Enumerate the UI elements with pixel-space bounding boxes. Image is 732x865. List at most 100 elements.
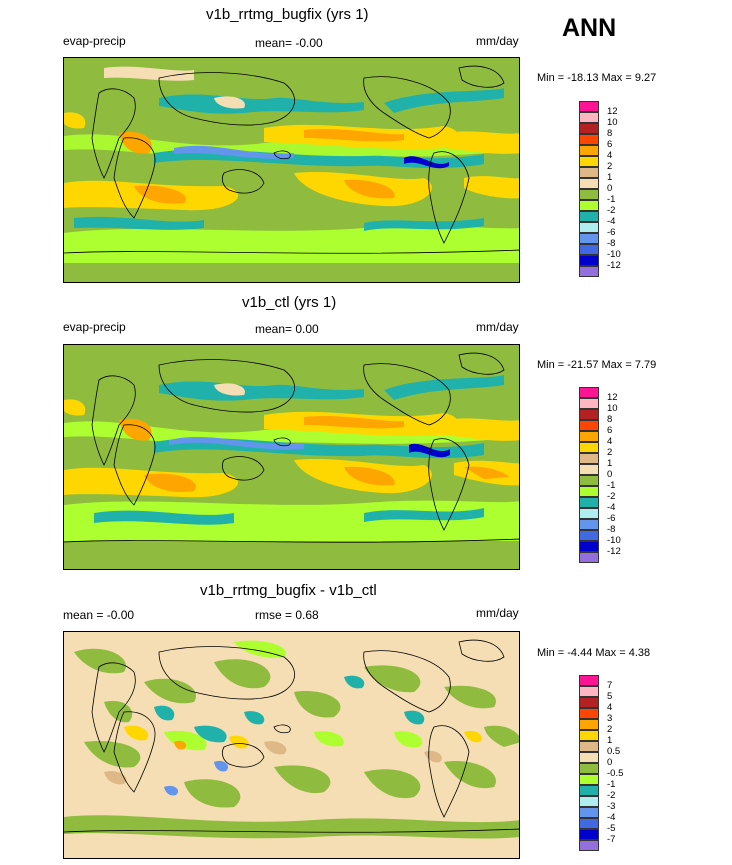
colorbar-swatch [579, 785, 599, 796]
colorbar-swatch [579, 442, 599, 453]
colorbar-tick-label: -1 [607, 480, 616, 491]
colorbar-tick-label: -7 [607, 834, 616, 845]
colorbar-swatch [579, 829, 599, 840]
colorbar-tick-label: 8 [607, 128, 613, 139]
panel-3-colorbar: 7 5 4 3 2 1 0.5 0 -0.5 -1 -2 -3 -4 -5 -7 [579, 675, 623, 851]
panel-1-units-label: mm/day [476, 34, 519, 48]
colorbar-swatch [579, 475, 599, 486]
panel-2-variable-label: evap-precip [63, 320, 126, 334]
colorbar-tick-label: 3 [607, 713, 613, 724]
colorbar-tick-label: -3 [607, 801, 616, 812]
colorbar-swatch [579, 530, 599, 541]
panel-3-units-label: mm/day [476, 606, 519, 620]
panel-1-title: v1b_rrtmg_bugfix (yrs 1) [206, 6, 369, 23]
panel-3-mean-label: mean = -0.00 [63, 608, 135, 622]
colorbar-tick-label: 8 [607, 414, 613, 425]
colorbar-swatch [579, 244, 599, 255]
colorbar-tick-label: 1 [607, 172, 613, 183]
colorbar-swatch [579, 222, 599, 233]
colorbar-tick-label: -4 [607, 502, 616, 513]
colorbar-swatch [579, 112, 599, 123]
colorbar-swatch [579, 178, 599, 189]
colorbar-tick-label: 5 [607, 691, 613, 702]
colorbar-tick-label: 4 [607, 702, 613, 713]
colorbar-swatch [579, 145, 599, 156]
colorbar-swatch [579, 189, 599, 200]
colorbar-tick-label: -12 [607, 546, 621, 557]
colorbar-swatch [579, 552, 599, 563]
colorbar-swatch [579, 508, 599, 519]
colorbar-swatch [579, 409, 599, 420]
colorbar-swatch [579, 708, 599, 719]
colorbar-swatch [579, 818, 599, 829]
colorbar-swatch [579, 686, 599, 697]
colorbar-tick-label: 2 [607, 724, 613, 735]
panel-2-mean-label: mean= 0.00 [255, 322, 319, 336]
panel-2-minmax: Min = -21.57 Max = 7.79 [537, 359, 657, 371]
colorbar-swatch [579, 255, 599, 266]
panel-3-map [63, 631, 520, 859]
colorbar-tick-label: 4 [607, 150, 613, 161]
panel-1-minmax: Min = -18.13 Max = 9.27 [537, 72, 657, 84]
colorbar-swatch [579, 101, 599, 112]
colorbar-tick-label: -6 [607, 227, 616, 238]
colorbar-swatch [579, 266, 599, 277]
colorbar-swatch [579, 697, 599, 708]
panel-2-title: v1b_ctl (yrs 1) [242, 294, 337, 311]
colorbar-swatch [579, 431, 599, 442]
colorbar-swatch [579, 398, 599, 409]
panel-3-minmax: Min = -4.44 Max = 4.38 [537, 647, 651, 659]
colorbar-tick-label: -10 [607, 249, 621, 260]
panel-2-map [63, 344, 520, 570]
colorbar-tick-label: -0.5 [607, 768, 624, 779]
colorbar-tick-label: 1 [607, 458, 613, 469]
colorbar-swatch [579, 123, 599, 134]
colorbar-swatch [579, 719, 599, 730]
colorbar-tick-label: -8 [607, 238, 616, 249]
panel-3-title: v1b_rrtmg_bugfix - v1b_ctl [200, 582, 377, 599]
colorbar-tick-label: 4 [607, 436, 613, 447]
colorbar-tick-label: -2 [607, 491, 616, 502]
colorbar-swatch [579, 840, 599, 851]
colorbar-tick-label: -8 [607, 524, 616, 535]
colorbar-tick-label: -1 [607, 779, 616, 790]
colorbar-swatch [579, 486, 599, 497]
colorbar-tick-label: 10 [607, 403, 618, 414]
colorbar-tick-label: 1 [607, 735, 613, 746]
colorbar-swatch [579, 796, 599, 807]
colorbar-tick-label: -4 [607, 812, 616, 823]
panel-1-map [63, 57, 520, 283]
colorbar-tick-label: 2 [607, 447, 613, 458]
colorbar-tick-label: -6 [607, 513, 616, 524]
colorbar-swatch [579, 156, 599, 167]
colorbar-swatch [579, 774, 599, 785]
colorbar-swatch [579, 167, 599, 178]
colorbar-tick-label: -12 [607, 260, 621, 271]
colorbar-tick-label: -1 [607, 194, 616, 205]
colorbar-tick-label: 7 [607, 680, 613, 691]
colorbar-swatch [579, 497, 599, 508]
colorbar-tick-label: -10 [607, 535, 621, 546]
colorbar-swatch [579, 541, 599, 552]
colorbar-swatch [579, 200, 599, 211]
colorbar-tick-label: -2 [607, 790, 616, 801]
colorbar-tick-label: 2 [607, 161, 613, 172]
panel-1-mean-label: mean= -0.00 [255, 36, 323, 50]
colorbar-tick-label: -4 [607, 216, 616, 227]
colorbar-tick-label: 0 [607, 469, 613, 480]
colorbar-swatch [579, 752, 599, 763]
colorbar-tick-label: -2 [607, 205, 616, 216]
panel-3-rmse-label: rmse = 0.68 [255, 608, 319, 622]
panel-1-colorbar: 12 10 8 6 4 2 1 0 -1 -2 -4 -6 -8 -10 -12 [579, 101, 621, 277]
colorbar-swatch [579, 763, 599, 774]
colorbar-swatch [579, 211, 599, 222]
colorbar-swatch [579, 807, 599, 818]
colorbar-tick-label: 12 [607, 392, 618, 403]
colorbar-swatch [579, 519, 599, 530]
colorbar-tick-label: -5 [607, 823, 616, 834]
season-label: ANN [562, 14, 617, 42]
colorbar-tick-label: 0 [607, 757, 613, 768]
colorbar-swatch [579, 453, 599, 464]
colorbar-swatch [579, 675, 599, 686]
colorbar-swatch [579, 387, 599, 398]
